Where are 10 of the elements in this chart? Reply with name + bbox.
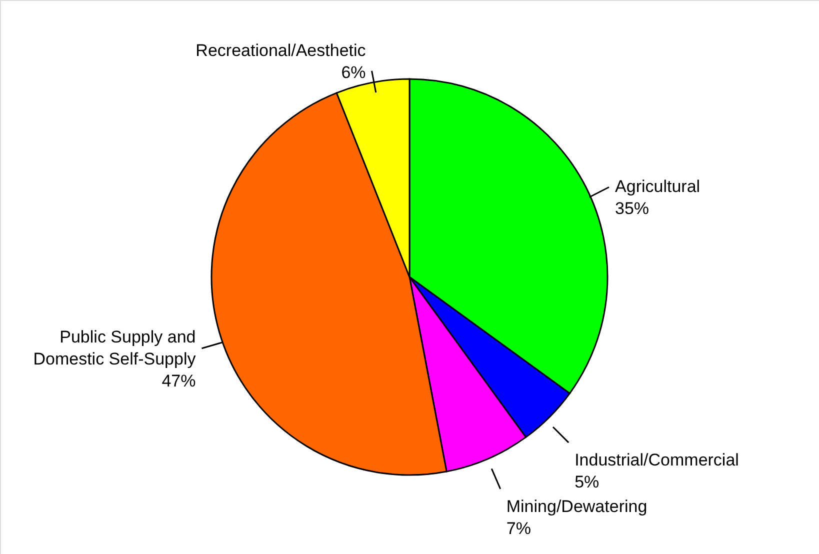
slice-label: Mining/Dewatering <box>506 496 648 516</box>
data-label: 47% <box>162 371 196 390</box>
data-label: 7% <box>506 518 531 538</box>
slice-label: Recreational/Aesthetic <box>196 40 366 60</box>
slice-label: Agricultural <box>615 177 700 196</box>
data-label: 6% <box>341 62 366 82</box>
slice-label: Industrial/Commercial <box>574 450 739 470</box>
slice-label: Public Supply and Domestic Self-Supply <box>33 327 196 368</box>
data-label: 5% <box>574 472 600 492</box>
data-label: 35% <box>615 199 650 218</box>
